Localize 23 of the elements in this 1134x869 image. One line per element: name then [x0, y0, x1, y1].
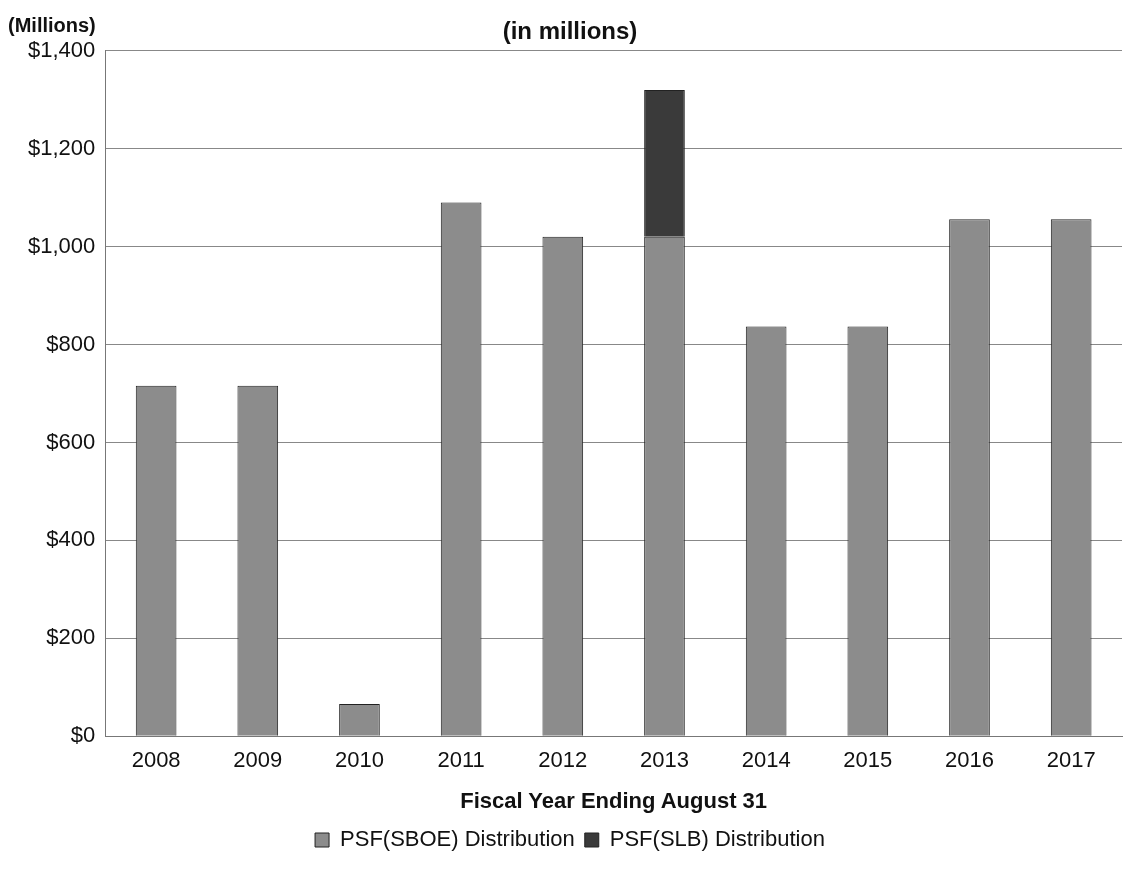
- y-tick-label: $1,200: [27, 134, 96, 160]
- y-tick-label: $200: [46, 624, 96, 650]
- x-tick-label: 2015: [843, 747, 893, 773]
- y-axis-title: (Millions): [8, 14, 96, 37]
- x-tick-label: 2014: [741, 747, 791, 773]
- x-tick-label: 2011: [437, 747, 485, 773]
- y-tick-label: $800: [46, 330, 96, 356]
- x-tick-label: 2016: [945, 747, 994, 773]
- x-axis-title: Fiscal Year Ending August 31: [460, 787, 768, 813]
- x-tick-label: 2012: [538, 747, 588, 773]
- x-tick-label: 2010: [334, 747, 384, 773]
- y-tick-label: $400: [46, 526, 96, 552]
- x-tick-label: 2009: [233, 747, 283, 773]
- y-tick-label: $0: [70, 722, 96, 748]
- y-tick-label: $1,000: [27, 232, 96, 258]
- legend-label: PSF(SBOE) Distribution: [340, 826, 575, 852]
- y-tick-label: $600: [46, 428, 96, 454]
- x-tick-label: 2017: [1046, 747, 1096, 773]
- x-tick-label: 2013: [640, 747, 689, 773]
- chart-title: (in millions): [502, 17, 638, 45]
- y-tick-label: $1,400: [27, 36, 96, 62]
- legend-label: PSF(SLB) Distribution: [609, 826, 825, 852]
- x-tick-label: 2008: [131, 747, 181, 773]
